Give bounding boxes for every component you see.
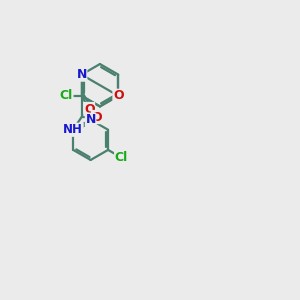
Text: N: N (76, 68, 87, 81)
Text: Cl: Cl (115, 151, 128, 164)
Text: O: O (92, 110, 102, 124)
Text: N: N (85, 113, 96, 126)
Text: Cl: Cl (60, 89, 73, 102)
Text: O: O (84, 103, 94, 116)
Text: NH: NH (63, 123, 83, 136)
Text: O: O (113, 89, 124, 102)
